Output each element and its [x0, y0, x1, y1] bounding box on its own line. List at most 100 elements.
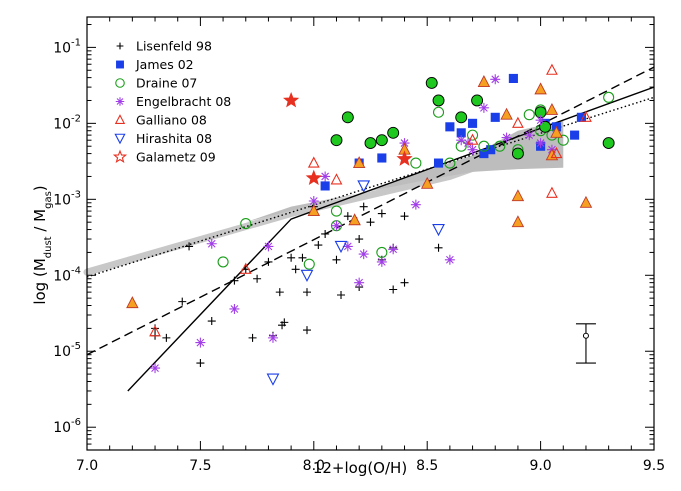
point-s0-11 [264, 257, 273, 266]
y-tick-label: 10-5 [53, 341, 81, 360]
point-s2-1 [240, 217, 252, 230]
point-s0-13 [275, 288, 284, 297]
point-s0-27 [355, 235, 364, 244]
x-tick-label: 9.5 [643, 458, 665, 474]
point-s0-29 [359, 202, 368, 211]
point-s0-5-shape [196, 359, 205, 368]
y-tick-label: 10-1 [53, 37, 81, 56]
point-s4-19-shape [467, 144, 478, 155]
point-s2-7 [432, 106, 445, 118]
point-s3-8-shape [511, 147, 524, 160]
point-s3-7 [455, 111, 468, 124]
point-s0-26-shape [343, 212, 352, 221]
point-s4-8 [331, 220, 342, 231]
point-s6-7 [550, 146, 563, 159]
point-s3-3 [375, 134, 388, 147]
y-tick-exponent: -6 [71, 417, 81, 428]
point-s2-7-shape [432, 106, 445, 118]
axes: 7.0 7.5 8.0 8.5 9.0 9.510-610-510-410-310-210… [53, 16, 665, 474]
point-s0-10-shape [253, 274, 262, 283]
point-s4-0 [150, 363, 161, 374]
point-s2-6-shape [410, 157, 422, 169]
point-s3-4 [387, 126, 400, 139]
x-tick-label: 7.5 [189, 458, 211, 474]
point-s4-16 [444, 254, 455, 265]
point-s8-2-shape [396, 150, 413, 166]
point-s5-7 [511, 215, 525, 228]
point-s0-25-shape [337, 291, 346, 300]
model-line-solid [127, 86, 655, 392]
point-s1-12 [570, 130, 580, 140]
y-axis-label: log (Mdust / Mgas) [31, 185, 54, 304]
point-s0-9-shape [248, 333, 257, 342]
point-s1-14-shape [320, 181, 330, 191]
point-s3-5-shape [425, 77, 438, 89]
point-s4-25 [535, 115, 546, 126]
point-s1-8 [508, 73, 518, 84]
point-s5-13 [500, 107, 513, 120]
point-s2-2-shape [303, 258, 315, 270]
point-s0-22 [314, 241, 323, 250]
legend-label-1: James 02 [135, 57, 194, 72]
point-s8-1 [305, 169, 322, 186]
point-s3-1-shape [341, 111, 354, 124]
point-s1-6 [490, 112, 500, 122]
point-s0-35-shape [400, 212, 409, 221]
legend-marker-3 [115, 97, 125, 106]
point-s4-23-shape [524, 130, 535, 141]
point-s6-5-shape [546, 63, 558, 75]
point-s4-3 [229, 303, 240, 314]
point-s2-4-shape [330, 205, 343, 217]
point-s3-1 [341, 111, 354, 124]
plot-frame [86, 16, 655, 451]
point-s4-21 [490, 74, 501, 85]
point-s5-5 [420, 176, 434, 189]
point-s5-5-shape [420, 176, 434, 189]
point-s3-11-shape [602, 137, 615, 150]
y-tick-exponent: -1 [71, 37, 81, 48]
point-s5-7-shape [511, 215, 525, 228]
point-s0-35 [400, 212, 409, 221]
point-s3-2-shape [364, 137, 377, 150]
y-tick-base: 10 [53, 344, 71, 360]
point-s4-23 [524, 130, 535, 141]
point-s1-14 [320, 181, 330, 191]
point-s2-6 [410, 157, 422, 169]
point-s3-8 [511, 147, 524, 160]
point-s4-2-shape [206, 238, 217, 249]
x-tick-label: 8.5 [416, 458, 438, 474]
model-line-dashed [86, 66, 655, 356]
x-tick-label: 8.0 [303, 458, 325, 474]
point-s6-8 [580, 110, 592, 122]
point-s0-20-shape [302, 326, 311, 335]
point-s1-1 [377, 153, 387, 163]
point-s6-5 [546, 63, 558, 75]
point-s4-15-shape [410, 199, 421, 210]
point-s4-4-shape [263, 241, 274, 252]
point-s2-1-shape [240, 217, 252, 230]
legend-marker-4-shape [114, 114, 126, 124]
plot-area [83, 63, 655, 392]
point-s3-11 [602, 137, 615, 150]
point-s4-13 [388, 244, 399, 255]
point-s0-3 [178, 297, 187, 306]
point-s0-23-shape [321, 229, 330, 238]
legend-label-0: Lisenfeld 98 [136, 39, 212, 54]
point-s6-1-shape [239, 262, 252, 274]
y-axis-label-mid: / M [31, 209, 49, 237]
point-s0-7 [230, 276, 239, 285]
point-s2-19 [494, 140, 506, 152]
point-s3-4-shape [387, 126, 400, 139]
point-s4-17-shape [456, 135, 467, 146]
legend-label-6: Galametz 09 [136, 150, 216, 165]
point-s2-11 [478, 140, 490, 152]
point-s4-2 [206, 238, 217, 249]
point-s4-5 [267, 332, 278, 343]
legend-label-4: Galliano 08 [136, 113, 207, 128]
point-s0-18 [298, 253, 307, 262]
point-s6-0 [149, 325, 161, 337]
point-s1-1-shape [377, 153, 387, 163]
legend-marker-1 [116, 60, 124, 69]
point-s4-9-shape [342, 241, 353, 252]
point-s4-20-shape [478, 102, 489, 113]
